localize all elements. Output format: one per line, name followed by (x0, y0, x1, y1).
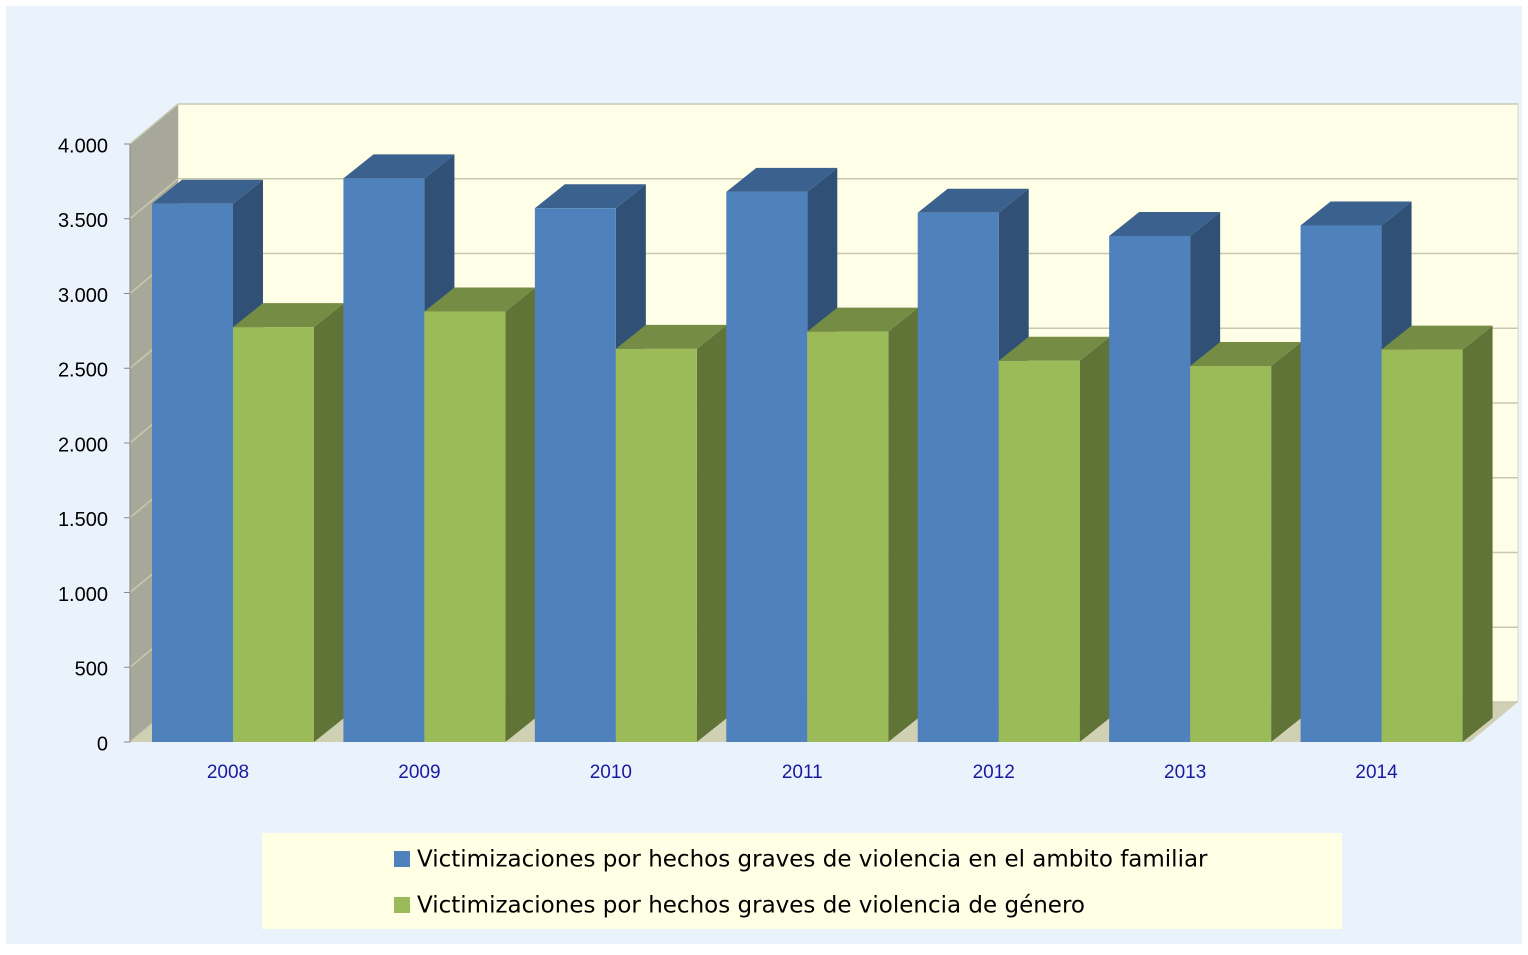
bar (917, 212, 999, 742)
x-tick-label: 2012 (973, 762, 1015, 783)
bar (1109, 235, 1191, 742)
y-tick-label: 3.500 (58, 210, 108, 232)
bar-side (1271, 342, 1302, 742)
x-tick-label: 2014 (1355, 762, 1398, 783)
x-tick-label: 2009 (398, 762, 440, 783)
bar-side (696, 324, 727, 742)
bar-top (726, 167, 838, 192)
bar (233, 327, 314, 742)
legend-box (262, 833, 1342, 929)
bar (1381, 349, 1463, 742)
bar (615, 348, 697, 742)
bar (534, 208, 616, 742)
y-tick-label: 2.000 (58, 434, 108, 456)
bar-side (888, 307, 919, 742)
y-tick-label: 3.000 (58, 285, 108, 307)
y-tick-label: 1.500 (58, 509, 108, 531)
bar (1190, 366, 1272, 742)
bar-top (1300, 201, 1412, 226)
y-tick-label: 500 (75, 659, 108, 681)
bar-top (1381, 325, 1493, 350)
y-tick-label: 0 (97, 733, 108, 755)
bar (807, 331, 889, 742)
y-tick-label: 4.000 (58, 135, 108, 157)
bar (1300, 225, 1382, 743)
bar (343, 178, 425, 742)
bar-side (314, 303, 344, 742)
bar-top (152, 179, 263, 204)
bar-side (1462, 325, 1493, 742)
bar-top (534, 184, 646, 209)
x-tick-label: 2011 (782, 762, 823, 783)
x-tick-label: 2013 (1164, 762, 1206, 783)
y-tick-label: 1.000 (58, 584, 108, 606)
bar (726, 191, 808, 743)
bar-top (233, 303, 344, 328)
bar-top (1109, 211, 1221, 236)
bar-side (1079, 336, 1110, 742)
bar-top (917, 188, 1029, 213)
bar-top (807, 307, 919, 332)
bar (998, 360, 1080, 742)
grid-line (129, 178, 1518, 220)
legend-label: Victimizaciones por hechos graves de vio… (417, 893, 1085, 919)
x-tick-label: 2010 (590, 762, 632, 783)
bar (152, 203, 233, 743)
bar-top (998, 336, 1110, 361)
legend-swatch (394, 851, 410, 867)
bar-top (424, 287, 536, 312)
grid-line (129, 103, 1518, 145)
legend-label: Victimizaciones por hechos graves de vio… (417, 847, 1208, 873)
y-tick-label: 2.500 (58, 360, 108, 382)
bar-side (505, 287, 536, 742)
bar-top (1190, 342, 1302, 367)
bar-top (615, 324, 727, 349)
bar-top (343, 154, 455, 179)
legend-swatch (394, 897, 410, 913)
x-tick-label: 2008 (207, 762, 249, 783)
bar (424, 311, 506, 742)
